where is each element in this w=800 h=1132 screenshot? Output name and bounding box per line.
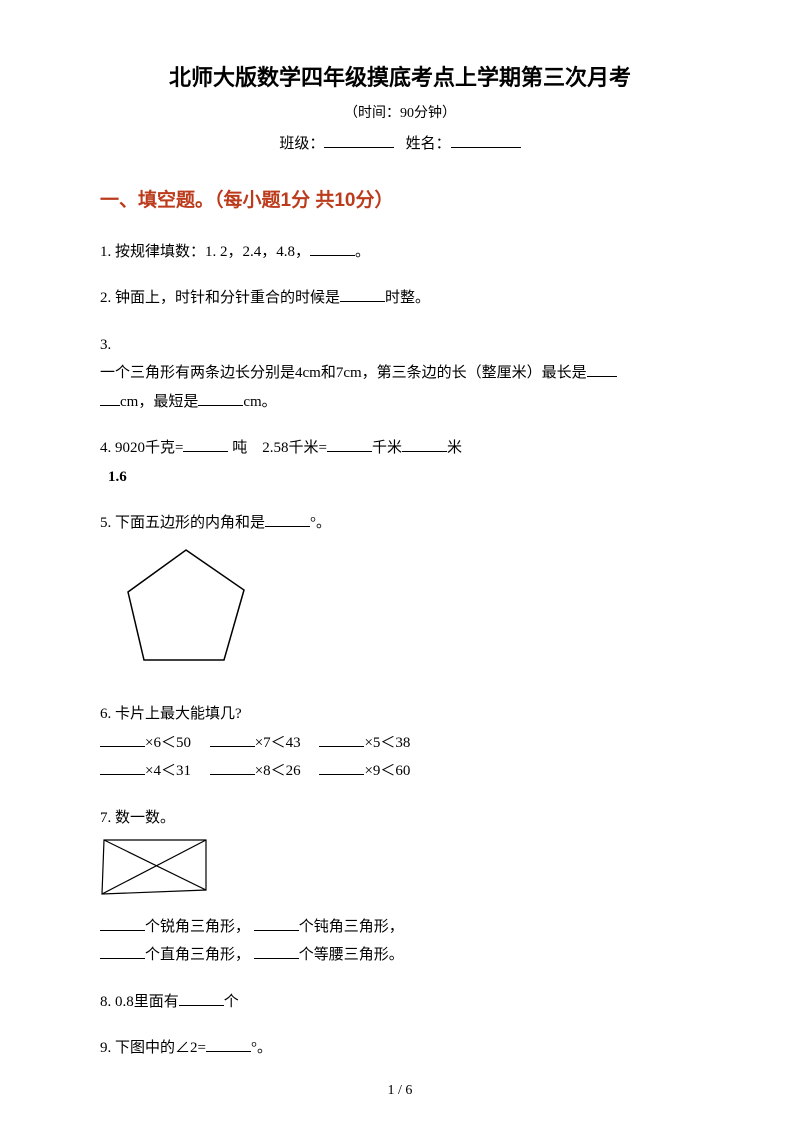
q8-post: 个 xyxy=(224,994,239,1010)
q7-b3[interactable] xyxy=(100,944,145,959)
question-4: 4. 9020千克= 吨 2.58千米= 千米 米 1.6 xyxy=(100,434,700,491)
q2-num: 2. xyxy=(100,290,111,306)
q5-text: 下面五边形的内角和是 xyxy=(115,515,265,531)
q3-blank1b[interactable] xyxy=(100,391,120,406)
q3-blank1[interactable] xyxy=(587,362,617,377)
q6-b2[interactable] xyxy=(210,732,255,747)
question-6: 6. 卡片上最大能填几? ×6＜50 ×7＜43 ×5＜38 ×4＜31 ×8＜… xyxy=(100,700,700,786)
class-label: 班级： xyxy=(279,136,324,152)
q5-unit: °。 xyxy=(310,515,331,531)
q6-r2-0: ×4＜31 xyxy=(145,763,191,779)
exam-time: （时间：90分钟） xyxy=(100,103,700,125)
q4-blank-b2[interactable] xyxy=(402,437,447,452)
q6-r1-2: ×5＜38 xyxy=(364,735,410,751)
q3-line2b: cm。 xyxy=(243,394,276,410)
q7-l2b: 个等腰三角形。 xyxy=(299,947,404,963)
q7-l1b: 个钝角三角形， xyxy=(299,919,404,935)
q4-blank-b1[interactable] xyxy=(327,437,372,452)
q8-pre: 0.8里面有 xyxy=(115,994,179,1010)
q8-num: 8. xyxy=(100,994,111,1010)
question-2: 2. 钟面上，时针和分针重合的时候是 时整。 xyxy=(100,284,700,313)
name-label: 姓名： xyxy=(406,136,451,152)
q6-r1-0: ×6＜50 xyxy=(145,735,191,751)
q2-blank[interactable] xyxy=(340,287,385,302)
pentagon-figure xyxy=(116,542,700,683)
q5-blank[interactable] xyxy=(265,512,310,527)
q6-b3[interactable] xyxy=(319,732,364,747)
q3-blank2[interactable] xyxy=(198,391,243,406)
q6-b5[interactable] xyxy=(210,760,255,775)
q3-line1: 一个三角形有两条边长分别是4cm和7cm，第三条边的长（整厘米）最长是 xyxy=(100,365,587,381)
q3-num: 3. xyxy=(100,337,111,353)
q6-r2-2: ×9＜60 xyxy=(364,763,410,779)
q6-title: 卡片上最大能填几? xyxy=(115,706,242,722)
q7-b2[interactable] xyxy=(254,916,299,931)
q3-line2a: cm，最短是 xyxy=(120,394,198,410)
q4-a1: 9020千克= xyxy=(115,440,183,456)
q7-b4[interactable] xyxy=(254,944,299,959)
question-7: 7. 数一数。 个锐角三角形， 个钝角三角形， 个直角三角形， 个等腰三角形。 xyxy=(100,804,700,970)
q6-r2-1: ×8＜26 xyxy=(255,763,301,779)
question-8: 8. 0.8里面有 个 xyxy=(100,988,700,1017)
q6-b4[interactable] xyxy=(100,760,145,775)
q7-l2a: 个直角三角形， xyxy=(145,947,250,963)
q1-tail: 。 xyxy=(355,244,370,260)
q6-b1[interactable] xyxy=(100,732,145,747)
q1-text: 按规律填数：1. 2，2.4，4.8， xyxy=(115,244,310,260)
question-3: 3. 一个三角形有两条边长分别是4cm和7cm，第三条边的长（整厘米）最长是 c… xyxy=(100,331,700,417)
q2-pre: 钟面上，时针和分针重合的时候是 xyxy=(115,290,340,306)
q4-b1: 2.58千米= xyxy=(262,440,327,456)
q9-post: °。 xyxy=(251,1040,272,1056)
q7-b1[interactable] xyxy=(100,916,145,931)
name-blank[interactable] xyxy=(451,133,521,148)
q6-r1-1: ×7＜43 xyxy=(255,735,301,751)
q4-blank-a[interactable] xyxy=(183,437,228,452)
q4-num: 4. xyxy=(100,440,111,456)
q7-title: 数一数。 xyxy=(115,810,175,826)
q7-num: 7. xyxy=(100,810,111,826)
page-number: 1 / 6 xyxy=(0,1080,800,1102)
section-heading: 一、填空题。（每小题1分 共10分） xyxy=(100,186,700,216)
q2-post: 时整。 xyxy=(385,290,430,306)
class-blank[interactable] xyxy=(324,133,394,148)
q6-b6[interactable] xyxy=(319,760,364,775)
q9-blank[interactable] xyxy=(206,1037,251,1052)
q7-l1a: 个锐角三角形， xyxy=(145,919,250,935)
q9-num: 9. xyxy=(100,1040,111,1056)
q4-annotation: 1.6 xyxy=(108,469,127,485)
q5-num: 5. xyxy=(100,515,111,531)
question-9: 9. 下图中的∠2= °。 xyxy=(100,1034,700,1063)
q6-num: 6. xyxy=(100,706,111,722)
q1-blank[interactable] xyxy=(310,241,355,256)
q4-a2: 吨 xyxy=(232,440,247,456)
rectangle-figure xyxy=(100,836,700,909)
question-1: 1. 按规律填数：1. 2，2.4，4.8， 。 xyxy=(100,238,700,267)
q8-blank[interactable] xyxy=(179,991,224,1006)
question-5: 5. 下面五边形的内角和是 °。 xyxy=(100,509,700,682)
q4-b2: 千米 xyxy=(372,440,402,456)
page-title: 北师大版数学四年级摸底考点上学期第三次月考 xyxy=(100,60,700,95)
q4-b3: 米 xyxy=(447,440,462,456)
q1-num: 1. xyxy=(100,244,111,260)
q9-pre: 下图中的∠2= xyxy=(115,1040,206,1056)
student-info: 班级： 姓名： xyxy=(100,132,700,156)
